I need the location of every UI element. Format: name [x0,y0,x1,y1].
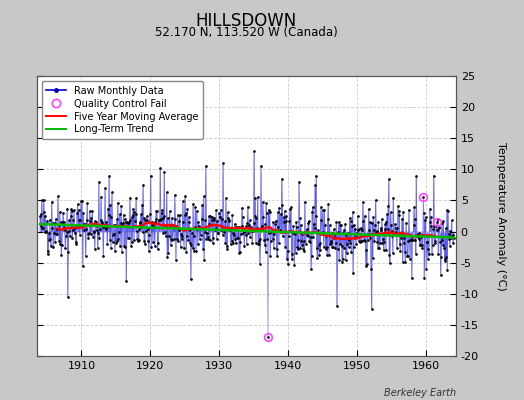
Text: HILLSDOWN: HILLSDOWN [195,12,297,30]
Text: 52.170 N, 113.520 W (Canada): 52.170 N, 113.520 W (Canada) [155,26,337,39]
Legend: Raw Monthly Data, Quality Control Fail, Five Year Moving Average, Long-Term Tren: Raw Monthly Data, Quality Control Fail, … [41,81,203,139]
Y-axis label: Temperature Anomaly (°C): Temperature Anomaly (°C) [496,142,506,290]
Text: Berkeley Earth: Berkeley Earth [384,388,456,398]
